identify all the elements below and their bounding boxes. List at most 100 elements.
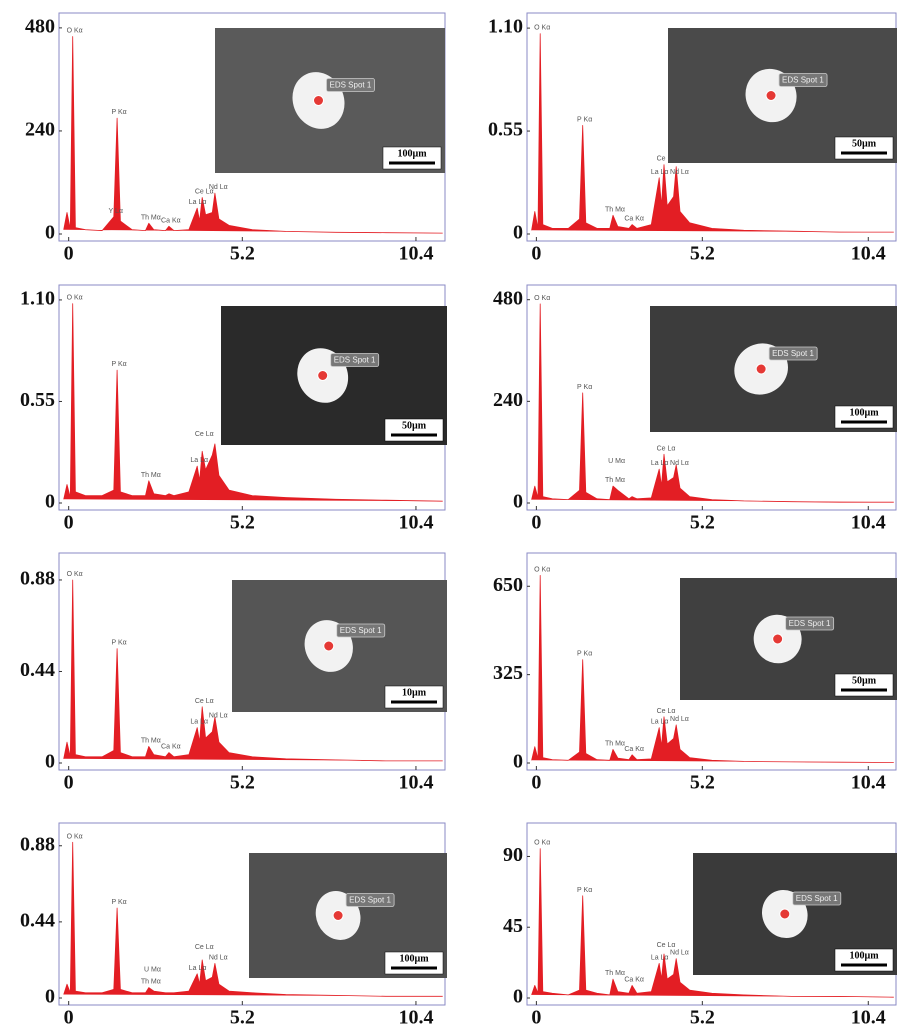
- peak-label: Nd Lα: [209, 184, 228, 191]
- y-tick-label: 0: [513, 751, 523, 773]
- spot-label: EDS Spot 1: [349, 896, 391, 905]
- peak-label: Nd Lα: [209, 954, 228, 961]
- spot-label: EDS Spot 1: [334, 356, 376, 365]
- peak-label: P Kα: [111, 109, 126, 116]
- peak-label: O Kα: [534, 25, 550, 32]
- peak-label: P Kα: [577, 887, 592, 894]
- peak-label: La Lα: [189, 199, 207, 206]
- y-tick-label: 90: [503, 844, 523, 866]
- spot-label-box: [326, 78, 375, 92]
- peak-label: P Kα: [577, 116, 592, 123]
- spectrum: [63, 303, 443, 502]
- y-tick-label: 325: [493, 662, 523, 684]
- spot-label-box: [792, 891, 842, 906]
- scale-bar-label: 50µm: [402, 420, 427, 431]
- peak-label: Th Mα: [605, 740, 625, 747]
- x-tick-label: 5.2: [690, 243, 715, 265]
- spot-marker: [323, 640, 335, 652]
- scale-bar-label: 50µm: [852, 675, 877, 686]
- peak-label: Ce Lα: [195, 698, 214, 705]
- peak-label: U Mα: [144, 967, 161, 974]
- y-tick-label: 0.55: [20, 389, 55, 411]
- spot-label: EDS Spot 1: [772, 349, 814, 358]
- micrograph-inset: EDS Spot 1 10µm: [232, 580, 447, 712]
- peak-label: Ca Kα: [624, 216, 644, 223]
- peak-label: U Mα: [608, 458, 625, 465]
- peak-label: Ce Lα: [195, 189, 214, 196]
- spot-label-box: [336, 623, 386, 638]
- scale-bar-label: 50µm: [852, 138, 877, 149]
- spot-label-box: [330, 353, 380, 367]
- spectrum: [531, 303, 894, 503]
- y-tick-label: 240: [25, 119, 55, 141]
- micrograph-inset: EDS Spot 1 100µm: [650, 306, 897, 432]
- peak-label: Th Mα: [605, 477, 625, 484]
- spectrum-panel: 0 0.44 0.88 0 5.2 10.4 O Kα P Kα U Mα Th Mα La Lα C…: [20, 822, 447, 1029]
- peak-label: Ce Lα: [195, 944, 214, 951]
- y-tick-label: 480: [493, 287, 523, 309]
- peak-label: P Kα: [111, 640, 126, 647]
- spot-label: EDS Spot 1: [330, 81, 372, 90]
- spectrum: [531, 33, 894, 233]
- peak-label: O Kα: [534, 295, 550, 302]
- x-tick-label: 10.4: [398, 512, 433, 534]
- peak-label: Ca Kα: [624, 746, 644, 753]
- micrograph-inset: EDS Spot 1 50µm: [221, 306, 447, 445]
- peak-label: La Lα: [190, 457, 208, 464]
- peak-label: Th Mα: [605, 970, 625, 977]
- scale-bar-label: 100µm: [399, 953, 429, 964]
- x-tick-label: 10.4: [851, 243, 886, 265]
- peak-label: Ca Kα: [161, 217, 181, 224]
- x-tick-label: 10.4: [398, 772, 433, 794]
- spectrum-panel: 0 240 480 0 5.2 10.4 O Kα P Kα U Mα Th Mα La Lα Ce …: [493, 284, 897, 534]
- peak-label: O Kα: [67, 295, 83, 302]
- peak-label: Ce Lα: [657, 708, 676, 715]
- peak-label: O Kα: [67, 833, 83, 840]
- micrograph-inset: EDS Spot 1 100µm: [249, 853, 447, 978]
- spectrum-panel: 0 240 480 0 5.2 10.4 O Kα P Kα Y Lα Th Mα Ca Kα La …: [25, 12, 446, 265]
- spot-marker: [332, 910, 344, 921]
- y-tick-label: 0: [513, 986, 523, 1008]
- y-tick-label: 0: [45, 751, 55, 773]
- peak-label: Nd Lα: [670, 169, 689, 176]
- x-tick-label: 10.4: [851, 772, 886, 794]
- y-tick-label: 1.10: [20, 288, 55, 310]
- peak-label: Th Mα: [141, 737, 161, 744]
- x-tick-label: 0: [531, 243, 541, 265]
- x-tick-label: 0: [64, 512, 74, 534]
- x-tick-label: 5.2: [230, 512, 255, 534]
- x-tick-label: 0: [531, 512, 541, 534]
- spot-marker: [772, 633, 784, 645]
- x-tick-label: 0: [64, 772, 74, 794]
- peak-label: La Lα: [651, 954, 669, 961]
- spot-label-box: [345, 893, 395, 907]
- x-tick-label: 0: [64, 243, 74, 265]
- spot-label-box: [785, 616, 835, 631]
- micrograph-inset: EDS Spot 1 100µm: [693, 853, 897, 975]
- x-tick-label: 5.2: [690, 1007, 715, 1029]
- y-tick-label: 0: [45, 222, 55, 244]
- peak-label: Ce Lα: [657, 445, 676, 452]
- scale-bar-label: 100µm: [397, 148, 427, 159]
- x-tick-label: 5.2: [230, 772, 255, 794]
- x-tick-label: 5.2: [690, 772, 715, 794]
- peak-label: P Kα: [111, 899, 126, 906]
- y-tick-label: 1.10: [488, 16, 523, 38]
- peak-label: O Kα: [534, 566, 550, 573]
- x-tick-label: 0: [531, 772, 541, 794]
- x-tick-label: 10.4: [851, 1007, 886, 1029]
- y-tick-label: 45: [503, 915, 523, 937]
- peak-label: Y Lα: [109, 208, 123, 215]
- spot-label: EDS Spot 1: [789, 619, 831, 628]
- x-tick-label: 5.2: [230, 1007, 255, 1029]
- spectrum: [63, 579, 443, 762]
- y-tick-label: 0: [45, 491, 55, 513]
- spot-marker: [779, 908, 791, 920]
- peak-label: La Lα: [189, 965, 207, 972]
- spectrum: [63, 841, 443, 997]
- x-tick-label: 10.4: [398, 243, 433, 265]
- micrograph-inset: EDS Spot 1 100µm: [215, 28, 445, 173]
- peak-label: Ce Lα: [657, 942, 676, 949]
